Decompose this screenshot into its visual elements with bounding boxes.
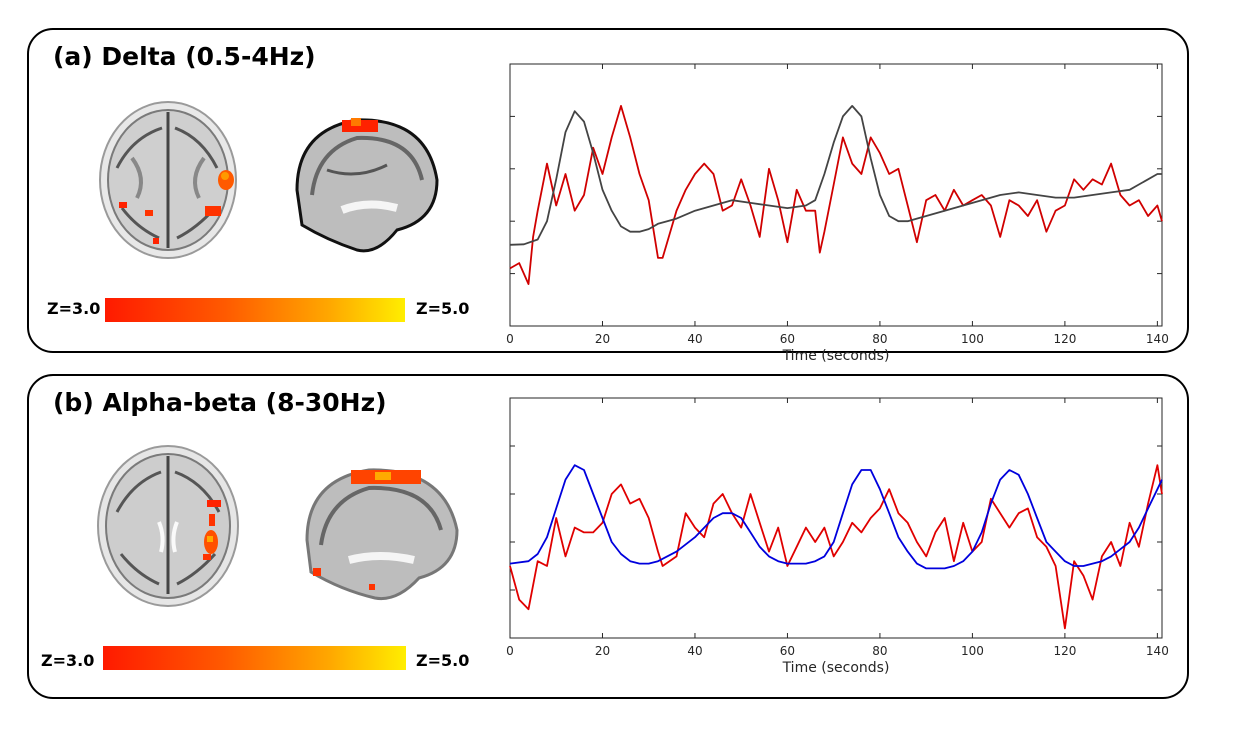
x-tick-label: 140 — [1146, 644, 1169, 658]
x-tick-label: 120 — [1053, 332, 1076, 346]
x-tick-label: 80 — [872, 644, 887, 658]
panel-title: (a) Delta (0.5-4Hz) — [53, 42, 316, 71]
x-tick-label: 100 — [961, 332, 984, 346]
plot-frame — [509, 397, 1163, 639]
colorbar-max-label: Z=5.0 — [416, 299, 470, 318]
colorbar-min-label: Z=3.0 — [47, 299, 101, 318]
colorbar — [103, 646, 406, 670]
x-tick-label: 140 — [1146, 332, 1169, 346]
x-tick-label: 20 — [595, 644, 610, 658]
x-tick-label: 0 — [506, 644, 514, 658]
colorbar — [105, 298, 405, 322]
x-tick-label: 0 — [506, 332, 514, 346]
x-axis-label: Time (seconds) — [782, 348, 890, 364]
sagittal-brain-image — [305, 468, 459, 601]
colorbar-max-label: Z=5.0 — [416, 651, 470, 670]
series-line-1 — [509, 464, 1163, 630]
x-tick-label: 80 — [872, 332, 887, 346]
x-tick-label: 60 — [780, 644, 795, 658]
panel-delta: (a) Delta (0.5-4Hz) Z=3.0 Z=5.0 0 20 40 60 8… — [27, 28, 1189, 364]
timecourse-plot: 0 20 40 60 80 100 120 140 Time (seconds) — [506, 63, 1169, 364]
series-line-1 — [509, 105, 1163, 286]
series-line-2 — [509, 105, 1162, 246]
panel-alpha-beta: (b) Alpha-beta (8-30Hz) Z=3.0 Z=5.0 0 20 4… — [27, 374, 1189, 699]
x-tick-label: 60 — [780, 332, 795, 346]
series-line-2 — [509, 464, 1163, 570]
x-tick-label: 120 — [1053, 644, 1076, 658]
panel-title: (b) Alpha-beta (8-30Hz) — [53, 388, 387, 417]
x-tick-label: 20 — [595, 332, 610, 346]
x-tick-label: 100 — [961, 644, 984, 658]
colorbar-min-label: Z=3.0 — [41, 651, 95, 670]
x-tick-label: 40 — [687, 332, 702, 346]
axial-brain-image — [99, 101, 237, 259]
x-axis-label: Time (seconds) — [782, 660, 890, 676]
timecourse-plot: 0 20 40 60 80 100 120 140 Time (seconds) — [506, 397, 1169, 676]
x-tick-label: 40 — [687, 644, 702, 658]
sagittal-brain-image — [295, 118, 439, 253]
plot-frame — [509, 63, 1163, 327]
axial-brain-image — [97, 445, 239, 607]
